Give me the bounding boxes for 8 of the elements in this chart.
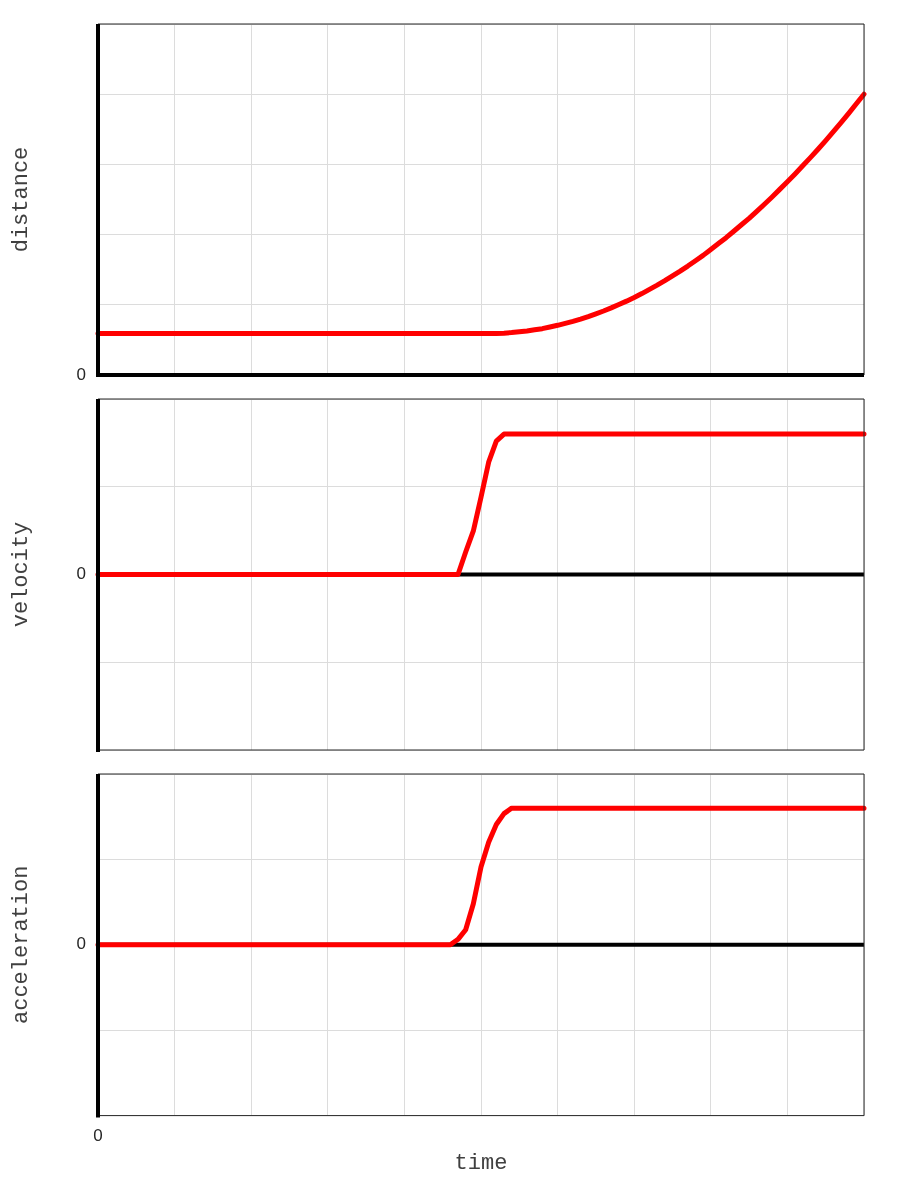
- x-axis-title: time: [454, 1150, 508, 1176]
- y-axis-title: distance: [9, 146, 35, 253]
- y-axis-title: velocity: [9, 521, 35, 628]
- text: 0: [93, 1125, 103, 1145]
- text: 0: [76, 934, 86, 954]
- y-axis-title: acceleration: [9, 865, 35, 1025]
- text: 0: [76, 364, 86, 384]
- text: 0: [76, 564, 86, 584]
